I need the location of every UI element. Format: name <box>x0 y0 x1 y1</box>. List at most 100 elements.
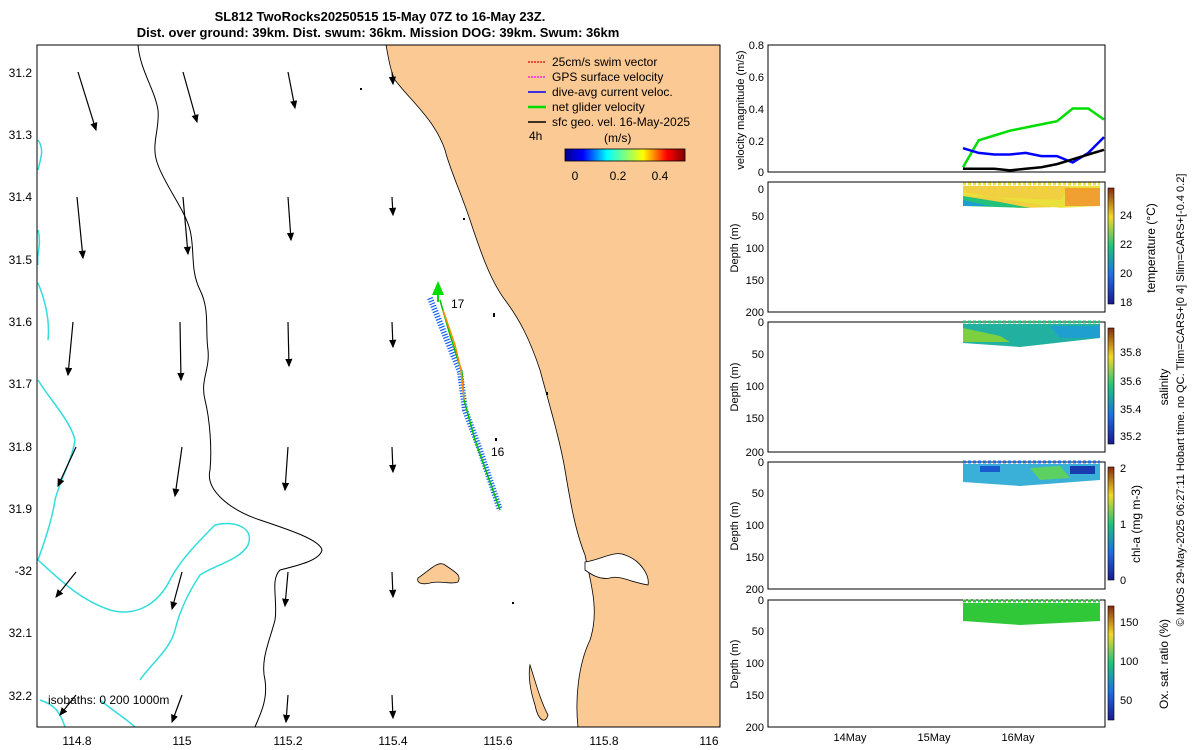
svg-text:100: 100 <box>746 243 764 255</box>
svg-text:35.2: 35.2 <box>1120 431 1141 443</box>
colorbar-tick-0: 0 <box>572 169 579 183</box>
legend-net-glider-velocity: net glider velocity <box>552 100 645 114</box>
isobath-1000 <box>36 139 251 728</box>
credit-note: © IMOS 29-May-2025 06:27:11 Hobart time.… <box>1175 174 1187 627</box>
day-label-16: 16 <box>491 445 505 459</box>
profile-panel-temperature <box>767 181 1106 313</box>
colorbar-units: (m/s) <box>604 131 631 145</box>
svg-text:35.8: 35.8 <box>1120 347 1141 359</box>
svg-text:100: 100 <box>746 381 764 393</box>
svg-text:15May: 15May <box>917 732 951 744</box>
svg-text:31.4: 31.4 <box>9 190 33 204</box>
estuary <box>584 553 649 586</box>
svg-text:200: 200 <box>746 307 764 319</box>
svg-text:14May: 14May <box>833 732 867 744</box>
legend-dive-avg-current: dive-avg current veloc. <box>552 85 673 99</box>
svg-text:32.2: 32.2 <box>9 689 33 703</box>
svg-text:115.6: 115.6 <box>483 734 512 748</box>
svg-text:Depth (m): Depth (m) <box>729 363 741 412</box>
profile-panel-salinity <box>767 320 1106 453</box>
isobath-200 <box>137 44 323 728</box>
svg-text:150: 150 <box>1120 617 1138 629</box>
svg-text:115: 115 <box>172 734 191 748</box>
svg-text:150: 150 <box>746 552 764 564</box>
svg-text:0.8: 0.8 <box>749 40 764 52</box>
profile-panel-oxygen <box>767 599 1106 728</box>
svg-text:114.8: 114.8 <box>62 734 91 748</box>
day-label-17: 17 <box>451 297 465 311</box>
map-xticks: 114.8 115 115.2 115.4 115.6 115.8 116 <box>62 734 718 748</box>
svg-text:50: 50 <box>752 349 764 361</box>
svg-text:50: 50 <box>752 488 764 500</box>
svg-text:0: 0 <box>758 317 764 329</box>
svg-text:100: 100 <box>746 658 764 670</box>
time-axis: 14May 15May 16May <box>833 732 1035 744</box>
velocity-line-2 <box>963 148 1105 172</box>
svg-text:18: 18 <box>1120 297 1132 309</box>
svg-text:salinity: salinity <box>1157 369 1171 406</box>
velocity-series <box>961 107 1105 172</box>
svg-text:50: 50 <box>752 626 764 638</box>
glider-track <box>427 281 503 511</box>
svg-text:100: 100 <box>746 520 764 532</box>
svg-text:temperature (°C): temperature (°C) <box>1144 203 1158 293</box>
legend-gps-velocity: GPS surface velocity <box>552 70 663 84</box>
svg-text:31.7: 31.7 <box>9 377 33 391</box>
svg-text:50: 50 <box>752 211 764 223</box>
svg-text:0: 0 <box>758 184 764 196</box>
svg-text:150: 150 <box>746 275 764 287</box>
svg-text:32.1: 32.1 <box>9 626 33 640</box>
svg-text:0.4: 0.4 <box>749 104 764 116</box>
svg-text:31.6: 31.6 <box>9 315 33 329</box>
colorbar-tick-1: 0.2 <box>610 169 627 183</box>
svg-text:0: 0 <box>758 595 764 607</box>
svg-text:31.8: 31.8 <box>9 440 33 454</box>
legend-sfc-geo-vel: sfc geo. vel. 16-May-2025 <box>552 115 690 129</box>
svg-text:2: 2 <box>1120 463 1126 475</box>
profile-axes-labels: 0 50 100 150 200 Depth (m) 0 50 100 150 … <box>729 184 764 734</box>
oxygen-section <box>963 603 1100 625</box>
isobath-label: isobaths: 0 200 1000m <box>48 693 169 707</box>
svg-text:150: 150 <box>746 690 764 702</box>
geo-velocity-arrows <box>55 71 397 724</box>
svg-text:24: 24 <box>1120 210 1132 222</box>
svg-text:31.9: 31.9 <box>9 502 33 516</box>
map-axes <box>36 44 721 728</box>
svg-text:0.6: 0.6 <box>749 72 764 84</box>
svg-text:0: 0 <box>1120 575 1126 587</box>
legend-swim-vector: 25cm/s swim vector <box>552 55 657 69</box>
velocity-line-1 <box>962 136 1105 164</box>
svg-text:116: 116 <box>699 734 718 748</box>
svg-text:50: 50 <box>1120 695 1132 707</box>
svg-text:Depth (m): Depth (m) <box>729 640 741 689</box>
svg-text:200: 200 <box>746 722 764 734</box>
velocity-panel: 0 0.2 0.4 0.6 0.8 velocity magnitude (m/… <box>735 40 1106 179</box>
velocity-ylabel: velocity magnitude (m/s) <box>735 50 747 169</box>
svg-text:16May: 16May <box>1001 732 1035 744</box>
colorbar-tick-2: 0.4 <box>652 169 669 183</box>
time-step-label: 4h <box>529 129 542 143</box>
velocity-yticks: 0 0.2 0.4 0.6 0.8 <box>749 40 764 179</box>
title-line2: Dist. over ground: 39km. Dist. swum: 36k… <box>137 25 620 40</box>
svg-text:31.2: 31.2 <box>9 66 33 80</box>
svg-text:chl-a (mg m-3): chl-a (mg m-3) <box>1129 485 1143 563</box>
svg-text:115.8: 115.8 <box>589 734 618 748</box>
svg-text:1: 1 <box>1120 519 1126 531</box>
svg-text:Depth (m): Depth (m) <box>729 224 741 273</box>
map-panel: 17 16 25cm/s swim vector GPS surface vel… <box>9 44 721 748</box>
island-small <box>528 663 549 721</box>
svg-text:200: 200 <box>746 584 764 596</box>
velocity-line-0 <box>961 107 1105 168</box>
profile-colorbars: 24 22 20 18 temperature (°C) 35.8 35.6 3… <box>1107 187 1171 721</box>
svg-text:115.4: 115.4 <box>378 734 407 748</box>
svg-text:31.3: 31.3 <box>9 128 33 142</box>
svg-text:Depth (m): Depth (m) <box>729 502 741 551</box>
map-legend: 25cm/s swim vector GPS surface velocity … <box>528 55 690 183</box>
profile-panel-chla <box>767 460 1106 590</box>
svg-text:0.2: 0.2 <box>749 136 764 148</box>
velocity-axes <box>767 44 1106 173</box>
svg-text:115.2: 115.2 <box>273 734 302 748</box>
svg-text:150: 150 <box>746 413 764 425</box>
svg-text:22: 22 <box>1120 239 1132 251</box>
land-area <box>385 44 721 728</box>
